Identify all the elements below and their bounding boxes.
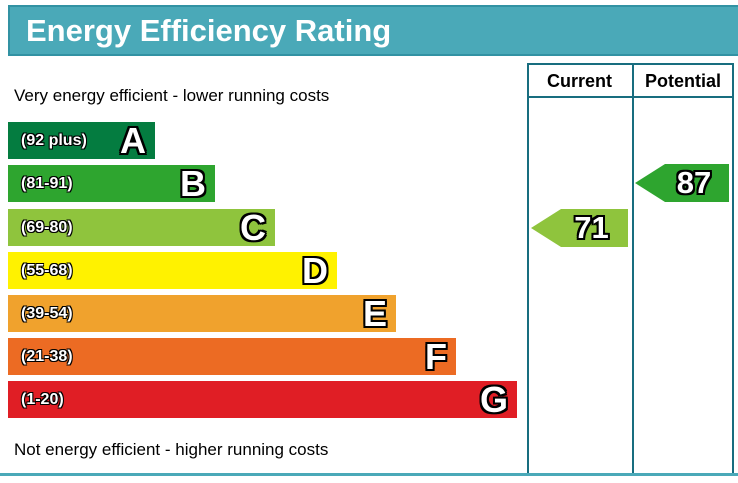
band-range-label: (92 plus) xyxy=(21,131,87,149)
band-row-e: (39-54) E xyxy=(8,295,396,332)
potential-rating-value: 87 xyxy=(676,165,712,200)
band-row-f: (21-38) F xyxy=(8,338,456,375)
band-letter: F xyxy=(425,336,447,377)
current-column-header: Current xyxy=(546,70,612,91)
chart-title: Energy Efficiency Rating xyxy=(26,12,392,48)
band-letter: G xyxy=(479,379,508,420)
current-rating-value: 71 xyxy=(574,210,609,245)
band-row-a: (92 plus) A xyxy=(8,122,155,159)
band-range-label: (39-54) xyxy=(21,304,73,322)
band-row-d: (55-68) D xyxy=(8,252,337,289)
band-letter: E xyxy=(362,293,387,334)
bottom-note: Not energy efficient - higher running co… xyxy=(14,440,329,459)
band-range-label: (21-38) xyxy=(21,347,73,365)
band-range-label: (1-20) xyxy=(21,390,64,408)
band-row-c: (69-80) C xyxy=(8,209,275,246)
band-row-g: (1-20) G xyxy=(8,381,517,418)
chart-bottom-border xyxy=(0,473,738,476)
top-note: Very energy efficient - lower running co… xyxy=(14,86,330,105)
chart-title-bar: Energy Efficiency Rating xyxy=(8,5,738,56)
band-letter: D xyxy=(302,250,328,291)
rating-table-frame xyxy=(527,63,734,475)
header-underline xyxy=(527,96,734,98)
potential-column-header: Potential xyxy=(644,70,721,91)
band-range-label: (55-68) xyxy=(21,261,73,279)
band-range-label: (81-91) xyxy=(21,174,73,192)
band-letter: B xyxy=(180,163,206,204)
band-letter: A xyxy=(120,120,146,161)
band-range-label: (69-80) xyxy=(21,218,73,236)
column-divider xyxy=(632,63,634,475)
band-row-b: (81-91) B xyxy=(8,165,215,202)
band-letter: C xyxy=(240,207,266,248)
